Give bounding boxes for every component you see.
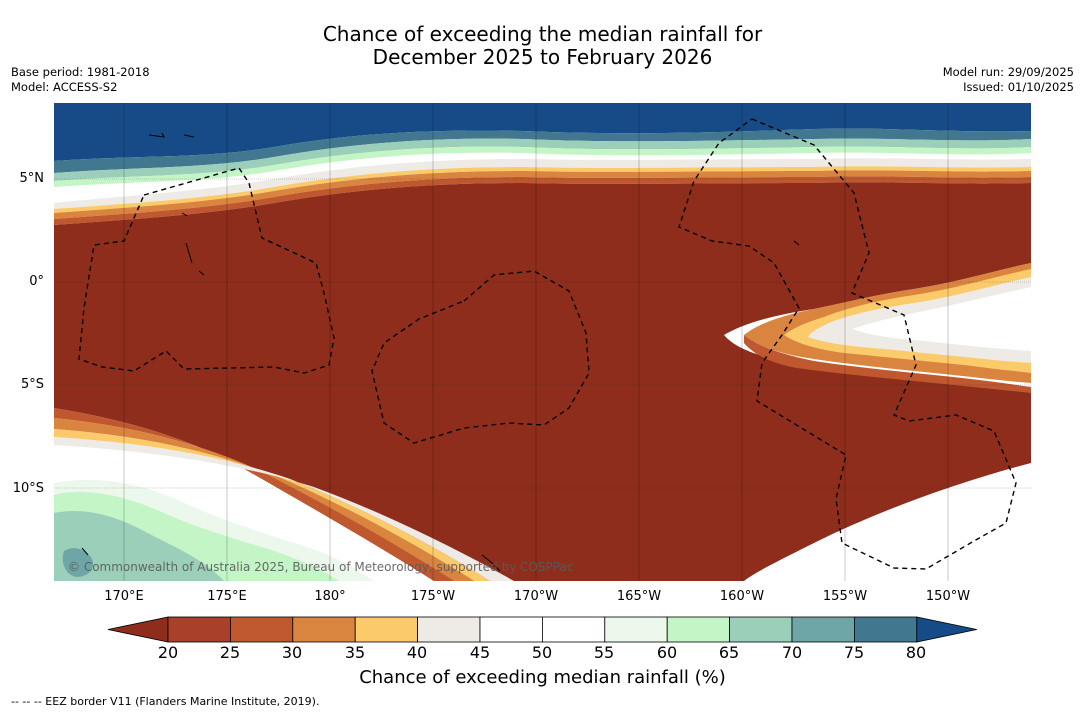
- colorbar-segment: [354, 616, 419, 643]
- colorbar-tick-55: 55: [593, 643, 615, 662]
- eez-borders: [78, 118, 1017, 570]
- eez-footnote: -- -- -- EEZ border V11 (Flanders Marine…: [11, 695, 320, 708]
- base-period: Base period: 1981-2018: [11, 65, 150, 79]
- colorbar-segment: [417, 616, 481, 643]
- colorbar-segment: [604, 616, 668, 643]
- lon-label-165w: 165°W: [616, 589, 662, 604]
- colorbar-segment: [854, 616, 918, 643]
- tongue-white: [852, 287, 1031, 351]
- lat-label-5s: 5°S: [20, 377, 44, 392]
- colorbar-tick-50: 50: [531, 643, 553, 662]
- lon-label-170w: 170°W: [513, 589, 559, 604]
- chart-title-line1: Chance of exceeding the median rainfall …: [322, 22, 763, 46]
- band-north-darkblue: [54, 103, 1031, 161]
- meta-left: Base period: 1981-2018 Model: ACCESS-S2: [11, 65, 150, 95]
- band-south-orange: [54, 418, 474, 581]
- colorbar-tick-60: 60: [656, 643, 678, 662]
- island-outlines: [81, 132, 800, 572]
- colorbar-tick-70: 70: [781, 643, 803, 662]
- colorbar-tick-40: 40: [406, 643, 428, 662]
- graticule: [54, 103, 1031, 581]
- lon-label-175e: 175°E: [207, 589, 247, 604]
- colorbar-segment: [666, 616, 731, 643]
- eez-kiribati-phoenix: [371, 270, 590, 444]
- lon-label-160w: 160°W: [719, 589, 765, 604]
- colorbar-segment: [542, 616, 606, 643]
- patch-sw-teal: [54, 511, 224, 581]
- colorbar-tick-25: 25: [219, 643, 241, 662]
- colorbar-segment: [479, 616, 543, 643]
- eez-kiribati-line: [678, 118, 1017, 570]
- patch-sw-darkteal: [62, 548, 94, 577]
- band-north-rust: [54, 176, 1031, 225]
- band-north-lightteal: [54, 138, 1031, 181]
- colorbar-segment: [791, 616, 855, 643]
- tongue-lower-orange: [744, 335, 1031, 393]
- colorbar-tick-65: 65: [718, 643, 740, 662]
- colorbar-segment: [229, 616, 294, 643]
- colorbar: [107, 616, 977, 643]
- colorbar-title: Chance of exceeding median rainfall (%): [359, 667, 726, 688]
- colorbar-extend-low: [107, 616, 169, 643]
- lon-label-175w: 175°W: [410, 589, 456, 604]
- colorbar-segment: [729, 616, 793, 643]
- colorbar-segment: [292, 616, 356, 643]
- colorbar-tick-45: 45: [469, 643, 491, 662]
- lat-label-10s: 10°S: [12, 481, 44, 496]
- lat-label-0: 0°: [29, 274, 44, 289]
- band-south-beige: [54, 437, 514, 581]
- colorbar-segment: [167, 616, 231, 643]
- lon-label-150w: 150°W: [925, 589, 971, 604]
- colorbar-extend-high: [916, 616, 977, 643]
- colorbar-segments: [107, 616, 977, 643]
- colorbar-tick-75: 75: [843, 643, 865, 662]
- copyright-text: © Commonwealth of Australia 2025, Bureau…: [68, 560, 573, 574]
- chart-title-line2: December 2025 to February 2026: [372, 45, 713, 69]
- model-run: Model run: 29/09/2025: [942, 65, 1074, 79]
- lon-label-170e: 170°E: [104, 589, 144, 604]
- issued-date: Issued: 01/10/2025: [963, 80, 1074, 94]
- band-north-orange: [54, 170, 1031, 219]
- colorbar-tick-30: 30: [281, 643, 303, 662]
- band-north-lightgreen: [54, 146, 1031, 187]
- rainfall-map: © Commonwealth of Australia 2025, Bureau…: [54, 103, 1031, 581]
- colorbar-tick-35: 35: [344, 643, 366, 662]
- colorbar-tick-80: 80: [905, 643, 927, 662]
- lat-label-5n: 5°N: [19, 171, 45, 186]
- lon-label-155w: 155°W: [822, 589, 868, 604]
- meta-right: Model run: 29/09/2025 Issued: 01/10/2025: [943, 65, 1074, 95]
- model-name: Model: ACCESS-S2: [11, 80, 118, 94]
- band-south-rust: [54, 408, 454, 581]
- band-north-teal: [54, 128, 1031, 173]
- eez-kiribati-gilbert: [78, 167, 335, 374]
- colorbar-tick-20: 20: [157, 643, 179, 662]
- lon-label-180: 180°: [314, 589, 346, 604]
- band-north-yellow: [54, 166, 1031, 213]
- dry-core-region: [54, 182, 1031, 581]
